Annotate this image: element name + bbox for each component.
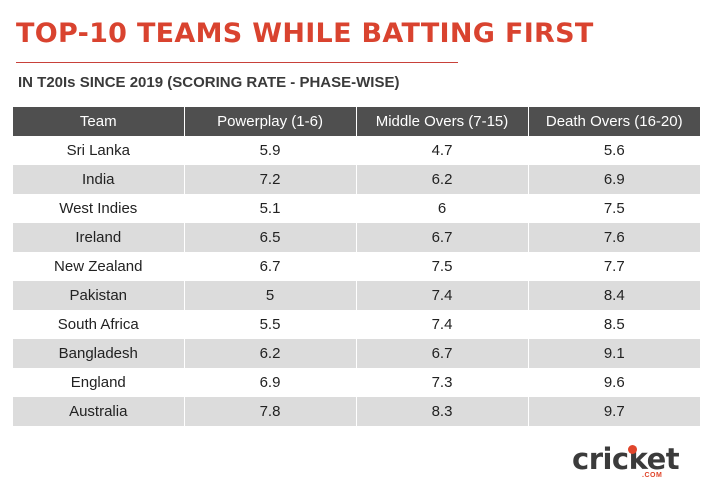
middle-overs-cell: 6 <box>355 194 528 223</box>
powerplay-cell: 7.8 <box>183 397 356 426</box>
table-row: New Zealand 6.7 7.5 7.7 <box>13 252 700 281</box>
team-cell: India <box>13 165 184 194</box>
table-row: Ireland 6.5 6.7 7.6 <box>13 223 700 252</box>
table-row: India 7.2 6.2 6.9 <box>13 165 700 194</box>
page-title: TOP-10 TEAMS WHILE BATTING FIRST <box>16 18 594 49</box>
table-header-row: Team Powerplay (1-6) Middle Overs (7-15)… <box>13 107 700 136</box>
team-cell: Sri Lanka <box>13 136 184 165</box>
cricket-com-logo: cricket .COM <box>572 444 688 480</box>
table-body: Sri Lanka 5.9 4.7 5.6 India 7.2 6.2 6.9 West Ind… <box>13 136 700 426</box>
powerplay-cell: 5 <box>183 281 356 310</box>
death-overs-cell: 7.5 <box>527 194 700 223</box>
team-cell: England <box>13 368 184 397</box>
death-overs-cell: 9.7 <box>527 397 700 426</box>
table-row: West Indies 5.1 6 7.5 <box>13 194 700 223</box>
powerplay-cell: 6.5 <box>183 223 356 252</box>
powerplay-cell: 5.9 <box>183 136 356 165</box>
header-team: Team <box>13 107 184 136</box>
middle-overs-cell: 6.7 <box>355 339 528 368</box>
header-powerplay: Powerplay (1-6) <box>183 107 356 136</box>
death-overs-cell: 7.6 <box>527 223 700 252</box>
team-cell: Australia <box>13 397 184 426</box>
middle-overs-cell: 7.3 <box>355 368 528 397</box>
death-overs-cell: 7.7 <box>527 252 700 281</box>
powerplay-cell: 6.7 <box>183 252 356 281</box>
middle-overs-cell: 4.7 <box>355 136 528 165</box>
logo-suffix: .COM <box>642 472 663 479</box>
middle-overs-cell: 7.4 <box>355 310 528 339</box>
table-row: Sri Lanka 5.9 4.7 5.6 <box>13 136 700 165</box>
powerplay-cell: 7.2 <box>183 165 356 194</box>
powerplay-cell: 5.1 <box>183 194 356 223</box>
scoring-rate-table: Team Powerplay (1-6) Middle Overs (7-15)… <box>13 107 700 426</box>
table-row: South Africa 5.5 7.4 8.5 <box>13 310 700 339</box>
title-underline <box>16 62 458 63</box>
death-overs-cell: 9.6 <box>527 368 700 397</box>
powerplay-cell: 5.5 <box>183 310 356 339</box>
header-middle-overs: Middle Overs (7-15) <box>355 107 528 136</box>
death-overs-cell: 6.9 <box>527 165 700 194</box>
middle-overs-cell: 7.5 <box>355 252 528 281</box>
death-overs-cell: 8.4 <box>527 281 700 310</box>
table-row: England 6.9 7.3 9.6 <box>13 368 700 397</box>
team-cell: West Indies <box>13 194 184 223</box>
middle-overs-cell: 8.3 <box>355 397 528 426</box>
team-cell: Pakistan <box>13 281 184 310</box>
team-cell: South Africa <box>13 310 184 339</box>
middle-overs-cell: 6.2 <box>355 165 528 194</box>
death-overs-cell: 9.1 <box>527 339 700 368</box>
death-overs-cell: 8.5 <box>527 310 700 339</box>
powerplay-cell: 6.2 <box>183 339 356 368</box>
powerplay-cell: 6.9 <box>183 368 356 397</box>
table-row: Bangladesh 6.2 6.7 9.1 <box>13 339 700 368</box>
middle-overs-cell: 6.7 <box>355 223 528 252</box>
table-row: Pakistan 5 7.4 8.4 <box>13 281 700 310</box>
logo-ball-dot <box>628 445 637 454</box>
team-cell: Bangladesh <box>13 339 184 368</box>
middle-overs-cell: 7.4 <box>355 281 528 310</box>
team-cell: Ireland <box>13 223 184 252</box>
table-row: Australia 7.8 8.3 9.7 <box>13 397 700 426</box>
death-overs-cell: 5.6 <box>527 136 700 165</box>
header-death-overs: Death Overs (16-20) <box>527 107 700 136</box>
team-cell: New Zealand <box>13 252 184 281</box>
subtitle: IN T20Is SINCE 2019 (SCORING RATE - PHAS… <box>18 74 400 91</box>
logo-wordmark: cricket <box>572 442 680 476</box>
